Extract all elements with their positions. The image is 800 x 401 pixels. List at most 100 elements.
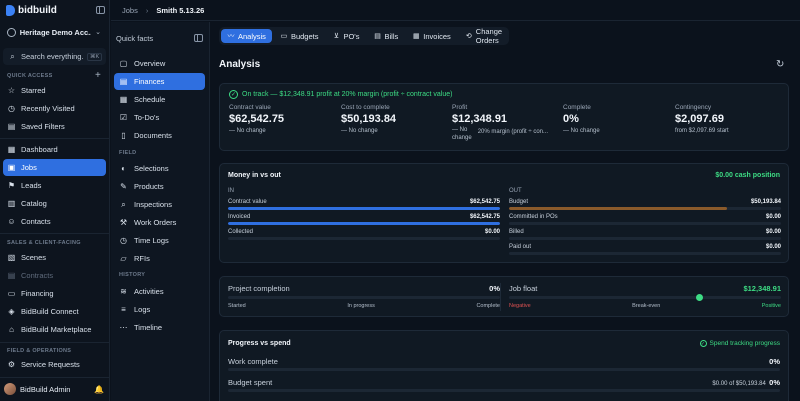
sidebar-item-starred[interactable]: ☆ Starred [3, 82, 106, 99]
invoices-icon: ▦ [412, 32, 420, 40]
subnav-item-to-do-s[interactable]: ☑ To-Do's [114, 109, 205, 126]
subnav-item-schedule[interactable]: ▦ Schedule [114, 91, 205, 108]
history-section-label: HISTORY [119, 272, 146, 278]
work-complete-row: Work complete 0% [228, 357, 780, 366]
brand-name: bidbuild [18, 5, 57, 16]
divider [0, 377, 110, 378]
job-float-value: $12,348.91 [743, 284, 781, 293]
sidebar-item-contacts[interactable]: ☺ Contacts [3, 213, 106, 230]
sidebar-item-label: Dashboard [21, 145, 58, 154]
subnav-item-label: Documents [134, 131, 172, 140]
money-row-value: $62,542.75 [469, 199, 500, 205]
scenes-icon: ▧ [7, 253, 16, 262]
money-row-value: $50,193.84 [750, 199, 781, 205]
sidebar-item-label: Starred [21, 86, 46, 95]
money-row-label: Contract value [228, 199, 267, 205]
tab-analysis[interactable]: 〰 Analysis [221, 29, 272, 43]
subnav-item-finances[interactable]: ▤ Finances [114, 73, 205, 90]
budget-spent-label: Budget spent [228, 378, 273, 387]
subnav-item-label: Logs [134, 305, 151, 314]
tab-bills[interactable]: ▤ Bills [368, 29, 405, 43]
tab-change-orders[interactable]: ⟲ Change Orders [459, 27, 508, 45]
stat-value: $12,348.91 [452, 113, 508, 125]
dashboard-icon: ▦ [7, 145, 16, 154]
subnav-item-inspections[interactable]: ⌕ Inspections [114, 196, 205, 213]
user-name: BidBuild Admin [20, 384, 71, 394]
search-input[interactable] [21, 52, 83, 61]
divider [0, 138, 110, 139]
stat-complete: Complete 0% — No change [563, 104, 600, 134]
tab-po-s[interactable]: ⊻ PO's [326, 29, 365, 43]
brand-logo[interactable]: bidbuild [6, 5, 57, 16]
money-row: Paid out $0.00 [509, 244, 781, 250]
money-row: Collected $0.00 [228, 229, 500, 235]
quick-facts-title: Quick facts [116, 34, 154, 43]
sidebar-item-scenes[interactable]: ▧ Scenes [3, 249, 106, 266]
add-quick-access-icon[interactable]: + [95, 70, 101, 81]
tab-label: PO's [343, 31, 360, 41]
money-row-value: $62,542.75 [469, 214, 500, 220]
subnav-item-documents[interactable]: ▯ Documents [114, 127, 205, 144]
money-row-label: Budget [509, 199, 529, 205]
org-switcher[interactable]: Heritage Demo Acc... ⌄ [3, 22, 106, 42]
subnav-item-selections[interactable]: ◐ Selections [114, 160, 205, 177]
refresh-icon[interactable]: ↻ [776, 59, 785, 70]
breadcrumb-jobs-link[interactable]: Jobs [122, 5, 138, 15]
subnav-item-label: Overview [134, 59, 166, 68]
money-row-bar [509, 252, 781, 255]
subnav-item-timeline[interactable]: ⋯ Timeline [114, 319, 205, 336]
tab-invoices[interactable]: ▦ Invoices [406, 29, 457, 43]
sidebar-item-dashboard[interactable]: ▦ Dashboard [3, 141, 106, 158]
check-circle-icon: ✓ [699, 340, 707, 347]
collapse-subnav-icon[interactable] [194, 34, 203, 42]
subnav-item-work-orders[interactable]: ⚒ Work Orders [114, 214, 205, 231]
sidebar-item-bidbuild-connect[interactable]: ◈ BidBuild Connect [3, 303, 106, 320]
sidebar-item-jobs[interactable]: ▣ Jobs [3, 159, 106, 176]
briefcase-icon: ▣ [7, 163, 16, 172]
sidebar-item-service-requests[interactable]: ⚙ Service Requests [3, 356, 106, 373]
todo-icon: ☑ [119, 113, 128, 122]
chevron-down-icon: ⌄ [95, 29, 101, 36]
job-float-bar [509, 296, 781, 299]
subnav-item-activities[interactable]: ≋ Activities [114, 283, 205, 300]
collapse-sidebar-icon[interactable] [96, 6, 105, 14]
leads-icon: ⚑ [7, 181, 16, 190]
finances-icon: ▤ [119, 77, 128, 86]
stat-label: Contingency [675, 104, 712, 111]
tab-budgets[interactable]: ▭ Budgets [274, 29, 325, 43]
subnav-item-rfis[interactable]: ▱ RFIs [114, 250, 205, 267]
quick-access-label: QUICK ACCESS [7, 73, 53, 79]
job-subnav: Quick facts ▢ Overview ▤ Finances ▦ Schedule ☑… [111, 22, 210, 401]
sidebar-item-bidbuild-marketplace[interactable]: ⌂ BidBuild Marketplace [3, 321, 106, 338]
rfi-icon: ▱ [120, 254, 127, 263]
contracts-icon: ▤ [7, 271, 16, 280]
subnav-item-products[interactable]: ✎ Products [114, 178, 205, 195]
subnav-item-label: Timeline [134, 323, 163, 332]
budget-spent-detail: $0.00 of $50,193.84 [712, 381, 766, 387]
sidebar-item-leads[interactable]: ⚑ Leads [3, 177, 106, 194]
search-icon: ⌕ [10, 52, 15, 61]
money-row-bar-fill [228, 207, 500, 210]
subnav-item-time-logs[interactable]: ◷ Time Logs [114, 232, 205, 249]
tab-label: Change Orders [475, 27, 503, 45]
finance-tabs: 〰 Analysis ▭ Budgets ⊻ PO's ▤ Bills ▦ Invoices ⟲ Ch… [219, 27, 509, 45]
tab-label: Invoices [423, 31, 451, 41]
change-orders-icon: ⟲ [465, 32, 472, 40]
bell-icon[interactable]: 🔔 [94, 385, 104, 394]
subnav-item-overview[interactable]: ▢ Overview [114, 55, 205, 72]
sidebar-item-saved-filters[interactable]: ▤ Saved Filters [3, 118, 106, 135]
field-ops-section-label: FIELD & OPERATIONS [7, 348, 72, 354]
sidebar-item-recently-visited[interactable]: ◷ Recently Visited [3, 100, 106, 117]
money-card-title: Money in vs out [228, 172, 281, 179]
sidebar-item-label: Service Requests [21, 360, 80, 369]
sidebar-item-label: Contracts [21, 271, 54, 280]
profit-margin-note: 20% margin (profit ÷ con... [477, 129, 549, 135]
money-row-bar-fill [509, 207, 727, 210]
job-float-label: Job float [509, 284, 538, 293]
sidebar-item-contracts[interactable]: ▤ Contracts [3, 267, 106, 284]
sidebar-item-financing[interactable]: ▭ Financing [3, 285, 106, 302]
user-menu[interactable]: BidBuild Admin [4, 383, 70, 395]
sidebar-item-catalog[interactable]: ▥ Catalog [3, 195, 106, 212]
divider [0, 233, 110, 234]
subnav-item-logs[interactable]: ≡ Logs [114, 301, 205, 318]
